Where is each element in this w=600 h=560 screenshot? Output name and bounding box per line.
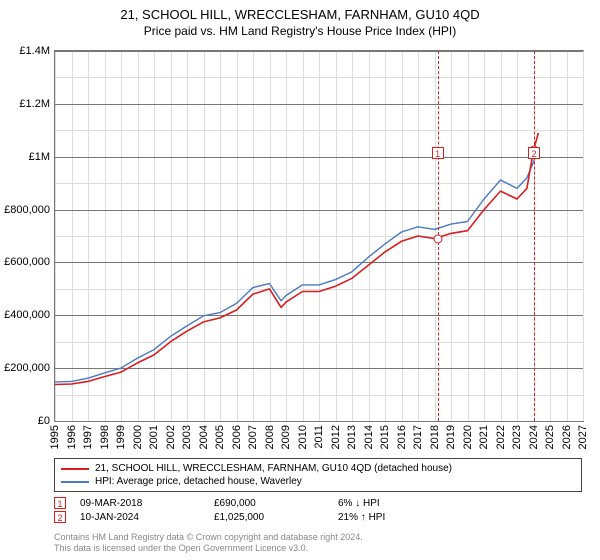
x-tick-label: 1998 bbox=[99, 425, 111, 449]
x-tick-label: 2015 bbox=[379, 425, 391, 449]
x-tick-label: 2018 bbox=[429, 425, 441, 449]
sale-date: 10-JAN-2024 bbox=[80, 512, 200, 523]
attribution-footer: Contains HM Land Registry data © Crown c… bbox=[54, 532, 582, 555]
price-chart: 21, SCHOOL HILL, WRECCLESHAM, FARNHAM, G… bbox=[0, 0, 600, 560]
x-tick-label: 1999 bbox=[115, 425, 127, 449]
chart-title-line2: Price paid vs. HM Land Registry's House … bbox=[0, 24, 600, 42]
sales-table: 1 09-MAR-2018 £690,000 6% ↓ HPI 2 10-JAN-2024… bbox=[54, 496, 582, 524]
x-tick-label: 2020 bbox=[462, 425, 474, 449]
x-tick-label: 1995 bbox=[49, 425, 61, 449]
x-tick-label: 2017 bbox=[412, 425, 424, 449]
sale-hpi-diff: 21% ↑ HPI bbox=[338, 512, 448, 523]
legend-item: HPI: Average price, detached house, Wave… bbox=[61, 475, 575, 488]
sale-price: £690,000 bbox=[214, 498, 324, 509]
x-tick-label: 1997 bbox=[82, 425, 94, 449]
x-tick-label: 2009 bbox=[280, 425, 292, 449]
footer-line2: This data is licensed under the Open Gov… bbox=[54, 543, 582, 554]
x-tick-label: 2013 bbox=[346, 425, 358, 449]
x-tick-label: 2006 bbox=[231, 425, 243, 449]
x-tick-label: 2019 bbox=[445, 425, 457, 449]
x-tick-label: 2023 bbox=[511, 425, 523, 449]
x-tick-label: 2012 bbox=[330, 425, 342, 449]
sale-price: £1,025,000 bbox=[214, 512, 324, 523]
legend-swatch bbox=[61, 468, 89, 470]
x-tick-label: 2007 bbox=[247, 425, 259, 449]
chart-title-line1: 21, SCHOOL HILL, WRECCLESHAM, FARNHAM, G… bbox=[0, 0, 600, 24]
x-tick-label: 1996 bbox=[66, 425, 78, 449]
sale-row: 2 10-JAN-2024 £1,025,000 21% ↑ HPI bbox=[54, 510, 582, 524]
x-tick-label: 2005 bbox=[214, 425, 226, 449]
sale-marker-dot bbox=[433, 234, 442, 243]
y-tick-label: £1M bbox=[29, 151, 50, 163]
x-tick-label: 2021 bbox=[478, 425, 490, 449]
x-tick-label: 2004 bbox=[198, 425, 210, 449]
legend-label: 21, SCHOOL HILL, WRECCLESHAM, FARNHAM, G… bbox=[95, 462, 452, 475]
x-tick-label: 2022 bbox=[495, 425, 507, 449]
x-tick-label: 2002 bbox=[165, 425, 177, 449]
footer-line1: Contains HM Land Registry data © Crown c… bbox=[54, 532, 582, 543]
y-tick-label: £200,000 bbox=[4, 362, 50, 374]
x-tick-label: 2011 bbox=[313, 425, 325, 449]
sale-row-marker: 2 bbox=[54, 511, 66, 523]
sale-row: 1 09-MAR-2018 £690,000 6% ↓ HPI bbox=[54, 496, 582, 510]
x-tick-label: 2014 bbox=[363, 425, 375, 449]
y-tick-label: £1.4M bbox=[19, 45, 50, 57]
x-tick-label: 2025 bbox=[544, 425, 556, 449]
x-tick-label: 2003 bbox=[181, 425, 193, 449]
y-tick-label: £600,000 bbox=[4, 256, 50, 268]
x-tick-label: 2008 bbox=[264, 425, 276, 449]
legend-swatch bbox=[61, 481, 89, 483]
legend-label: HPI: Average price, detached house, Wave… bbox=[95, 475, 302, 488]
sale-marker-box: 1 bbox=[432, 147, 444, 159]
x-tick-label: 2016 bbox=[396, 425, 408, 449]
x-tick-label: 2010 bbox=[297, 425, 309, 449]
plot-area: £0£200,000£400,000£600,000£800,000£1M£1.… bbox=[54, 50, 584, 422]
x-tick-label: 2026 bbox=[561, 425, 573, 449]
legend-item: 21, SCHOOL HILL, WRECCLESHAM, FARNHAM, G… bbox=[61, 462, 575, 475]
y-tick-label: £1.2M bbox=[19, 98, 50, 110]
x-tick-label: 2001 bbox=[148, 425, 160, 449]
x-tick-label: 2024 bbox=[528, 425, 540, 449]
x-tick-label: 2000 bbox=[132, 425, 144, 449]
legend: 21, SCHOOL HILL, WRECCLESHAM, FARNHAM, G… bbox=[54, 458, 582, 492]
sale-marker-line bbox=[534, 51, 535, 421]
sale-hpi-diff: 6% ↓ HPI bbox=[338, 498, 448, 509]
x-tick-label: 2027 bbox=[577, 425, 589, 449]
sale-row-marker: 1 bbox=[54, 497, 66, 509]
sale-date: 09-MAR-2018 bbox=[80, 498, 200, 509]
y-tick-label: £400,000 bbox=[4, 309, 50, 321]
series-lines bbox=[55, 51, 583, 421]
sale-marker-box: 2 bbox=[528, 147, 540, 159]
y-tick-label: £800,000 bbox=[4, 204, 50, 216]
